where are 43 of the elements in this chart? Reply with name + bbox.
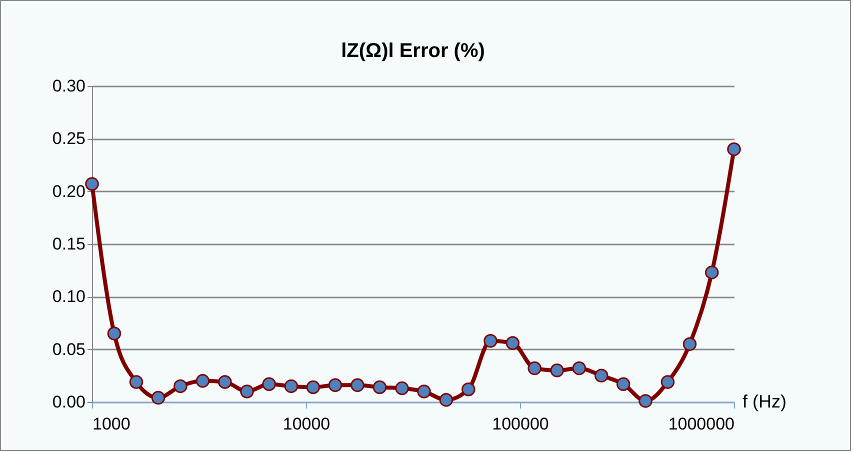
point xyxy=(484,334,498,348)
point xyxy=(174,379,188,394)
x-tick-label: 1000 xyxy=(92,414,130,434)
point xyxy=(660,375,675,389)
point xyxy=(218,375,232,389)
y-tick-label: 0.30 xyxy=(52,76,86,96)
x-tick-label: 100000 xyxy=(492,414,549,434)
point xyxy=(550,364,564,378)
point xyxy=(262,377,276,391)
point xyxy=(616,377,630,391)
point xyxy=(129,375,144,389)
y-tick-label: 0.15 xyxy=(52,234,86,254)
point xyxy=(572,361,586,376)
x-tick-label: 10000 xyxy=(282,414,330,434)
point xyxy=(151,390,166,405)
point xyxy=(107,326,122,340)
point xyxy=(306,380,320,394)
point xyxy=(395,381,409,396)
point xyxy=(372,380,387,394)
point xyxy=(417,384,431,398)
point xyxy=(594,368,608,383)
point xyxy=(328,378,342,392)
chart-title: lZ(Ω)l Error (%) xyxy=(341,40,485,62)
point xyxy=(439,393,454,407)
point xyxy=(704,266,719,280)
y-tick-label: 0.10 xyxy=(52,287,86,306)
point xyxy=(284,379,298,394)
point xyxy=(196,374,210,388)
x-tick-label: 1000000 xyxy=(668,414,734,434)
y-tick-label: 0.20 xyxy=(52,182,86,201)
y-tick-label: 0.00 xyxy=(52,392,86,412)
point xyxy=(85,177,99,191)
y-tick-label: 0.05 xyxy=(52,340,86,359)
x-axis-title: f (Hz) xyxy=(742,392,786,412)
point xyxy=(240,384,254,398)
point xyxy=(350,378,364,392)
point xyxy=(462,382,476,396)
point xyxy=(682,337,697,351)
point xyxy=(638,394,652,408)
point xyxy=(528,361,542,376)
point xyxy=(506,336,520,350)
point xyxy=(727,142,741,156)
y-tick-label: 0.25 xyxy=(52,129,86,148)
